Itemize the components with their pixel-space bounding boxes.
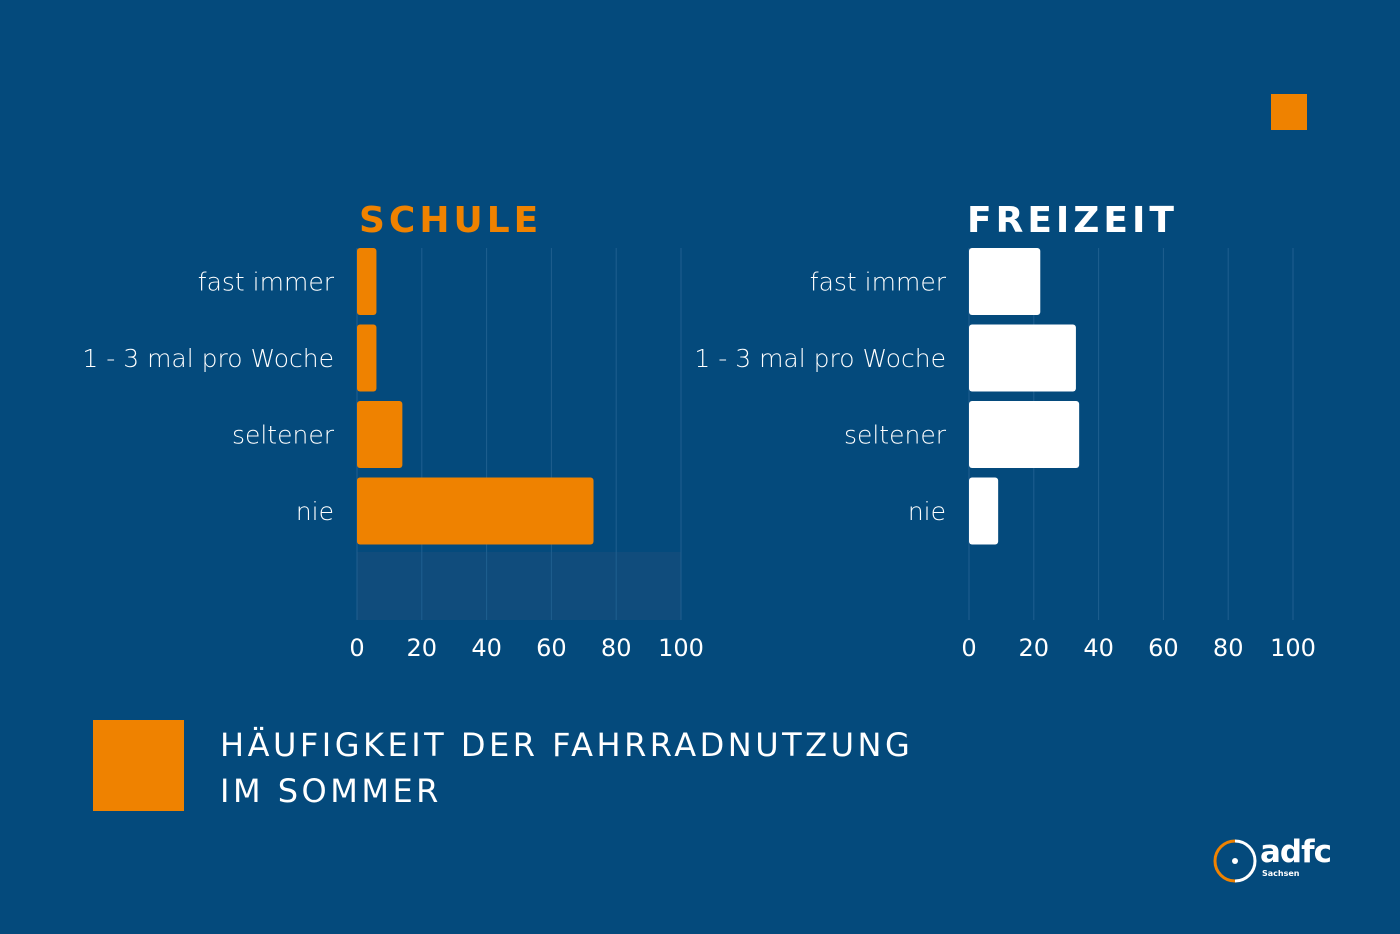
tick-label-freizeit-0: 0 (961, 634, 976, 662)
empty-band (357, 552, 681, 620)
tick-label-freizeit-20: 20 (1019, 634, 1050, 662)
category-label-freizeit-3: nie (908, 497, 946, 526)
caption-line-1: HÄUFIGKEIT DER FAHRRADNUTZUNG (220, 726, 914, 764)
bar-freizeit-3 (969, 477, 999, 545)
category-label-schule-3: nie (296, 497, 334, 526)
caption-square-decoration (93, 720, 184, 811)
tick-label-schule-100: 100 (658, 634, 704, 662)
bar-freizeit-0 (969, 248, 1041, 315)
corner-square-decoration (1271, 94, 1307, 130)
bar-schule-0 (357, 248, 377, 315)
tick-label-schule-40: 40 (471, 634, 502, 662)
chart-freizeit: FREIZEIT 0 20 40 60 80 100 fast immer 1 - 3 mal … (694, 200, 1316, 662)
chart-schule: SCHULE 0 20 40 60 80 100 fast immer 1 - 3 mal pr… (82, 200, 704, 662)
bar-schule-1 (357, 324, 377, 392)
caption-line-2: IM SOMMER (220, 772, 442, 810)
bar-freizeit-1 (969, 324, 1076, 392)
logo-wordmark: adfc (1260, 834, 1332, 870)
tick-label-freizeit-40: 40 (1083, 634, 1114, 662)
tick-label-schule-0: 0 (349, 634, 364, 662)
category-label-schule-0: fast immer (198, 268, 335, 297)
bar-freizeit-2 (969, 401, 1080, 468)
tick-label-schule-80: 80 (601, 634, 632, 662)
chart-title-freizeit: FREIZEIT (967, 200, 1178, 241)
bar-schule-2 (357, 401, 403, 468)
tick-label-freizeit-80: 80 (1213, 634, 1244, 662)
category-label-schule-1: 1 - 3 mal pro Woche (82, 344, 334, 373)
category-label-freizeit-1: 1 - 3 mal pro Woche (694, 344, 946, 373)
adfc-logo: adfc Sachsen (1212, 834, 1342, 886)
tick-label-freizeit-60: 60 (1148, 634, 1179, 662)
logo-subtitle: Sachsen (1262, 869, 1300, 878)
category-label-freizeit-2: seltener (844, 421, 947, 450)
tick-label-freizeit-100: 100 (1270, 634, 1316, 662)
tick-label-schule-20: 20 (407, 634, 438, 662)
category-label-schule-2: seltener (232, 421, 335, 450)
chart-title-schule: SCHULE (359, 200, 542, 241)
category-label-freizeit-0: fast immer (810, 268, 947, 297)
bicycle-wheel-icon (1213, 839, 1257, 883)
tick-label-schule-60: 60 (536, 634, 567, 662)
bar-schule-3 (357, 477, 594, 545)
chart-caption: HÄUFIGKEIT DER FAHRRADNUTZUNG IM SOMMER (220, 722, 913, 814)
